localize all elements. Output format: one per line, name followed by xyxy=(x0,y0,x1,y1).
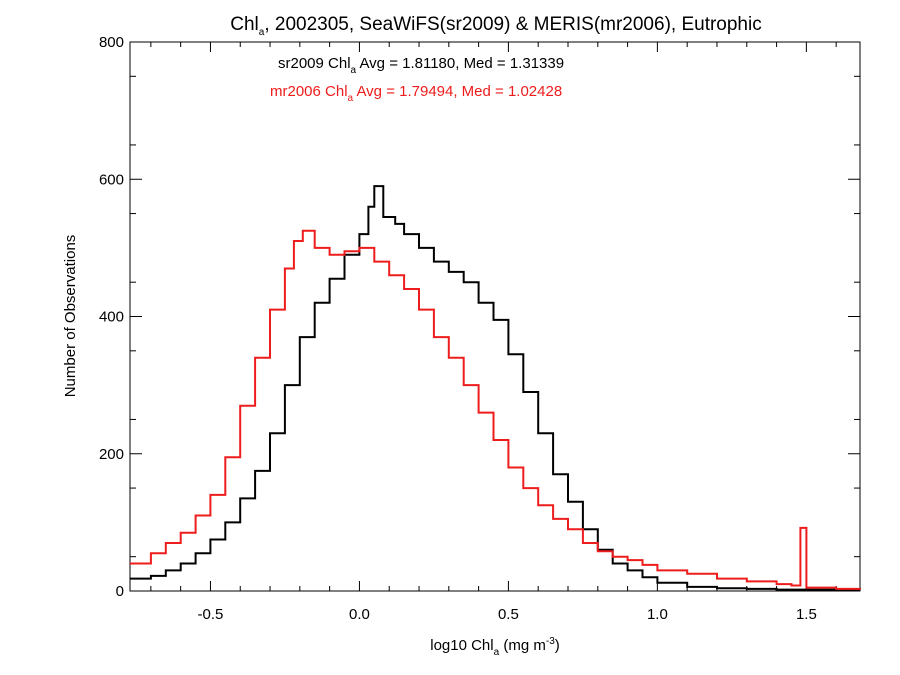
x-axis-label: log10 Chla (mg m-3) xyxy=(430,636,560,658)
chart-title: Chla, 2002305, SeaWiFS(sr2009) & MERIS(m… xyxy=(230,14,761,38)
x-tick-label: 0.5 xyxy=(498,606,519,623)
y-tick-label: 200 xyxy=(99,446,124,463)
y-tick-label: 800 xyxy=(99,34,124,51)
axis-ticks: -0.5 0.0 0.5 1.0 1.5 0 200 400 600 800 xyxy=(99,34,860,623)
x-tick-label: 1.5 xyxy=(796,606,817,623)
y-axis-label: Number of Observations xyxy=(62,235,79,398)
annotation-mr2006: mr2006 Chla Avg = 1.79494, Med = 1.02428 xyxy=(270,83,562,104)
series-line-sr2009 xyxy=(130,185,860,592)
series-group xyxy=(130,185,861,592)
x-tick-label: 1.0 xyxy=(647,606,668,623)
series-line-mr2006 xyxy=(130,229,861,590)
y-tick-label: 400 xyxy=(99,309,124,326)
x-tick-label: -0.5 xyxy=(198,606,224,623)
y-tick-label: 600 xyxy=(99,171,124,188)
x-tick-label: 0.0 xyxy=(349,606,370,623)
y-tick-label: 0 xyxy=(116,583,124,600)
annotation-sr2009: sr2009 Chla Avg = 1.81180, Med = 1.31339 xyxy=(278,55,564,76)
